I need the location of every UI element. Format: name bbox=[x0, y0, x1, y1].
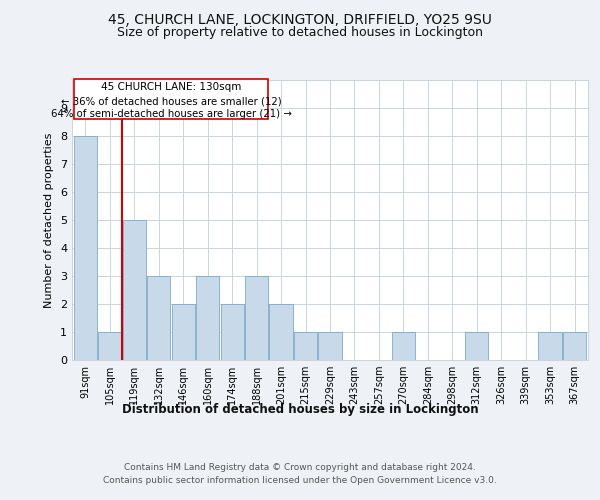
Bar bbox=[172, 304, 195, 360]
Bar bbox=[221, 304, 244, 360]
Text: 45 CHURCH LANE: 130sqm: 45 CHURCH LANE: 130sqm bbox=[101, 82, 241, 92]
Bar bbox=[319, 332, 341, 360]
Bar bbox=[392, 332, 415, 360]
Bar bbox=[123, 220, 146, 360]
Bar bbox=[269, 304, 293, 360]
Y-axis label: Number of detached properties: Number of detached properties bbox=[44, 132, 55, 308]
Bar bbox=[147, 276, 170, 360]
Text: Distribution of detached houses by size in Lockington: Distribution of detached houses by size … bbox=[122, 402, 478, 415]
Bar bbox=[196, 276, 220, 360]
Bar bbox=[74, 136, 97, 360]
FancyBboxPatch shape bbox=[74, 80, 268, 118]
Text: Size of property relative to detached houses in Lockington: Size of property relative to detached ho… bbox=[117, 26, 483, 39]
Text: Contains public sector information licensed under the Open Government Licence v3: Contains public sector information licen… bbox=[103, 476, 497, 485]
Bar bbox=[98, 332, 122, 360]
Text: 45, CHURCH LANE, LOCKINGTON, DRIFFIELD, YO25 9SU: 45, CHURCH LANE, LOCKINGTON, DRIFFIELD, … bbox=[108, 12, 492, 26]
Bar bbox=[465, 332, 488, 360]
Bar bbox=[563, 332, 586, 360]
Text: Contains HM Land Registry data © Crown copyright and database right 2024.: Contains HM Land Registry data © Crown c… bbox=[124, 462, 476, 471]
Text: ← 36% of detached houses are smaller (12): ← 36% of detached houses are smaller (12… bbox=[61, 97, 281, 107]
Bar bbox=[538, 332, 562, 360]
Bar bbox=[294, 332, 317, 360]
Bar bbox=[245, 276, 268, 360]
Text: 64% of semi-detached houses are larger (21) →: 64% of semi-detached houses are larger (… bbox=[50, 109, 292, 119]
